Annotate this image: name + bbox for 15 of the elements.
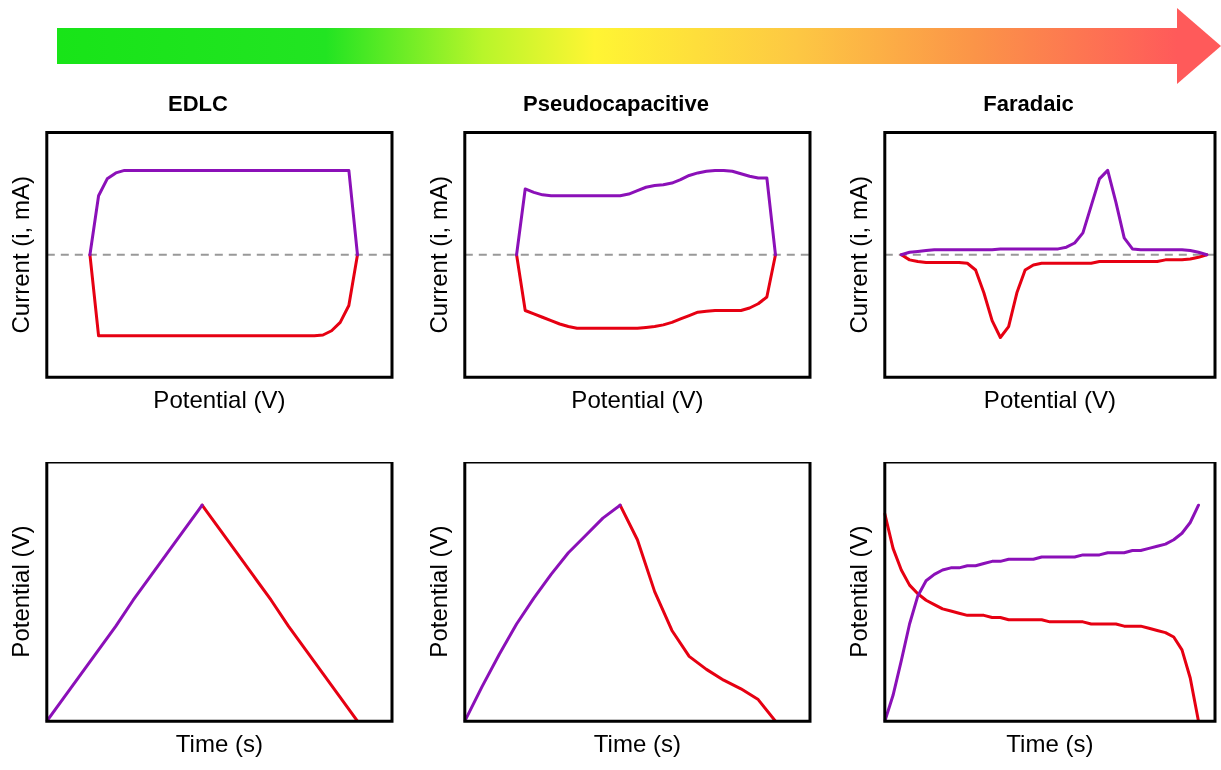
y-axis-title: Current (i, mA) <box>845 176 873 334</box>
x-axis-title: Potential (V) <box>571 386 704 414</box>
y-axis-title: Potential (V) <box>7 525 35 658</box>
chart-title: EDLC <box>168 91 229 117</box>
y-axis-title: Current (i, mA) <box>7 176 35 334</box>
chart-title: Pseudocapacitive <box>523 91 709 117</box>
chart-title: Faradaic <box>983 91 1074 117</box>
y-axis-title: Current (i, mA) <box>425 176 453 334</box>
x-axis-title: Time (s) <box>1006 730 1094 758</box>
x-axis-title: Potential (V) <box>153 386 286 414</box>
x-axis-title: Time (s) <box>593 730 681 758</box>
x-axis-title: Potential (V) <box>983 386 1116 414</box>
y-axis-title: Potential (V) <box>425 525 453 658</box>
y-axis-title: Potential (V) <box>845 525 873 658</box>
x-axis-title: Time (s) <box>175 730 263 758</box>
